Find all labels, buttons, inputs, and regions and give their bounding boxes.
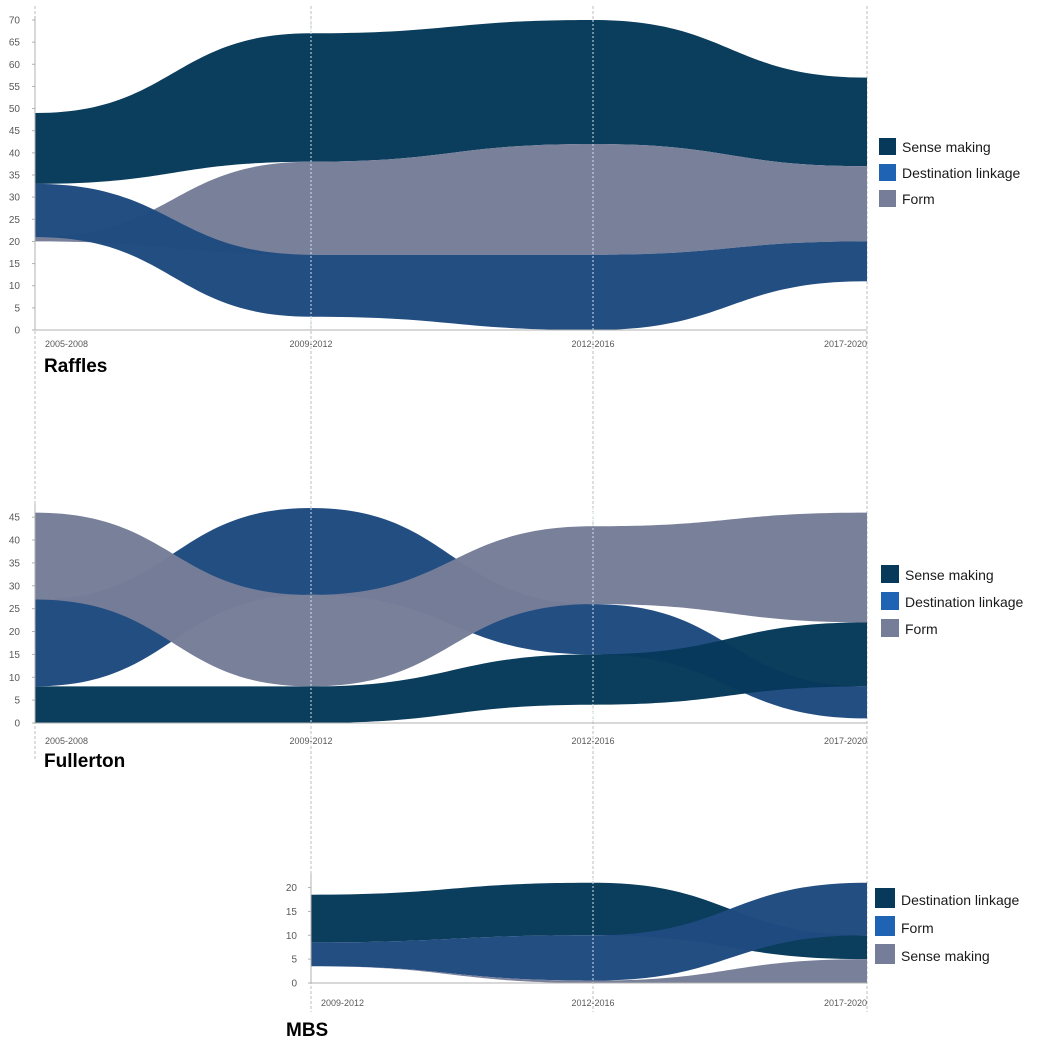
y-tick-label: 10 bbox=[9, 281, 21, 292]
chart-mbs: 0 5 10 15 20 2009-2012 2012-2016 2017-2020 MBS De… bbox=[286, 874, 1020, 1041]
x-tick-label: 2005-2008 bbox=[45, 339, 88, 349]
legend-swatch bbox=[881, 592, 899, 610]
chart-fullerton: 0 5 10 15 20 25 30 35 40 45 2005-2008 2009-2012 2012… bbox=[9, 504, 1024, 772]
legend-swatch bbox=[881, 619, 899, 637]
y-tick-label: 40 bbox=[9, 148, 21, 159]
series-ribbon-sense-making bbox=[35, 20, 867, 184]
x-tick-label: 2012-2016 bbox=[571, 736, 614, 746]
y-tick-label: 45 bbox=[9, 126, 21, 137]
legend-swatch bbox=[875, 916, 895, 936]
legend-swatch bbox=[875, 888, 895, 908]
legend: Sense making Destination linkage Form bbox=[881, 565, 1024, 637]
legend: Sense making Destination linkage Form bbox=[879, 138, 1021, 207]
y-tick-label: 15 bbox=[9, 259, 21, 270]
y-tick-label: 30 bbox=[9, 193, 21, 204]
y-tick-label: 40 bbox=[9, 536, 21, 547]
x-tick-label: 2017-2020 bbox=[824, 736, 867, 746]
chart-title: Raffles bbox=[44, 356, 107, 377]
chart-title: MBS bbox=[286, 1020, 328, 1041]
y-tick-label: 20 bbox=[9, 627, 21, 638]
chart-title: Fullerton bbox=[44, 751, 125, 772]
y-tick-label: 15 bbox=[9, 650, 21, 661]
x-tick-label: 2009-2012 bbox=[321, 998, 364, 1008]
y-tick-label: 0 bbox=[291, 979, 297, 990]
chart-raffles: 0 5 10 15 20 25 30 35 40 45 50 55 60 65 70 2005-2008 200… bbox=[9, 16, 1021, 378]
y-tick-label: 5 bbox=[14, 696, 20, 707]
y-tick-label: 25 bbox=[9, 604, 21, 615]
legend-label: Form bbox=[902, 191, 935, 207]
legend-label: Destination linkage bbox=[905, 594, 1024, 610]
series-ribbon-form bbox=[311, 882, 867, 981]
x-tick-label: 2017-2020 bbox=[824, 339, 867, 349]
legend-swatch bbox=[875, 944, 895, 964]
legend-label: Destination linkage bbox=[901, 892, 1020, 908]
y-tick-label: 20 bbox=[9, 237, 21, 248]
y-tick-label: 5 bbox=[14, 303, 20, 314]
series-ribbon-sense-making bbox=[311, 959, 867, 983]
series-ribbon-form bbox=[35, 512, 867, 687]
y-tick-label: 10 bbox=[286, 931, 298, 942]
legend: Destination linkage Form Sense making bbox=[875, 888, 1020, 964]
y-tick-label: 45 bbox=[9, 513, 21, 524]
series-ribbon-sense-making bbox=[35, 622, 867, 723]
legend-swatch bbox=[879, 164, 896, 181]
y-tick-label: 65 bbox=[9, 38, 21, 49]
y-tick-label: 20 bbox=[286, 883, 298, 894]
y-tick-label: 15 bbox=[286, 907, 298, 918]
y-tick-label: 35 bbox=[9, 171, 21, 182]
y-tick-label: 25 bbox=[9, 215, 21, 226]
x-tick-label: 2009-2012 bbox=[289, 736, 332, 746]
x-tick-label: 2017-2020 bbox=[824, 998, 867, 1008]
legend-label: Destination linkage bbox=[902, 165, 1021, 181]
y-tick-label: 60 bbox=[9, 60, 21, 71]
y-tick-label: 50 bbox=[9, 104, 21, 115]
y-tick-label: 10 bbox=[9, 673, 21, 684]
legend-swatch bbox=[881, 565, 899, 583]
y-tick-label: 35 bbox=[9, 558, 21, 569]
y-tick-label: 30 bbox=[9, 581, 21, 592]
x-tick-label: 2009-2012 bbox=[289, 339, 332, 349]
x-tick-label: 2012-2016 bbox=[571, 998, 614, 1008]
legend-label: Sense making bbox=[905, 567, 994, 583]
legend-swatch bbox=[879, 190, 896, 207]
y-tick-label: 70 bbox=[9, 16, 21, 27]
y-tick-label: 55 bbox=[9, 82, 21, 93]
series-ribbon-form bbox=[35, 144, 867, 255]
y-tick-label: 0 bbox=[14, 719, 20, 730]
series-ribbon-destination-linkage bbox=[35, 183, 867, 330]
x-tick-label: 2005-2008 bbox=[45, 736, 88, 746]
y-tick-label: 5 bbox=[291, 955, 297, 966]
legend-label: Sense making bbox=[901, 948, 990, 964]
x-tick-label: 2012-2016 bbox=[571, 339, 614, 349]
legend-label: Form bbox=[905, 621, 938, 637]
legend-label: Sense making bbox=[902, 139, 991, 155]
legend-label: Form bbox=[901, 920, 934, 936]
legend-swatch bbox=[879, 138, 896, 155]
y-tick-label: 0 bbox=[14, 326, 20, 337]
